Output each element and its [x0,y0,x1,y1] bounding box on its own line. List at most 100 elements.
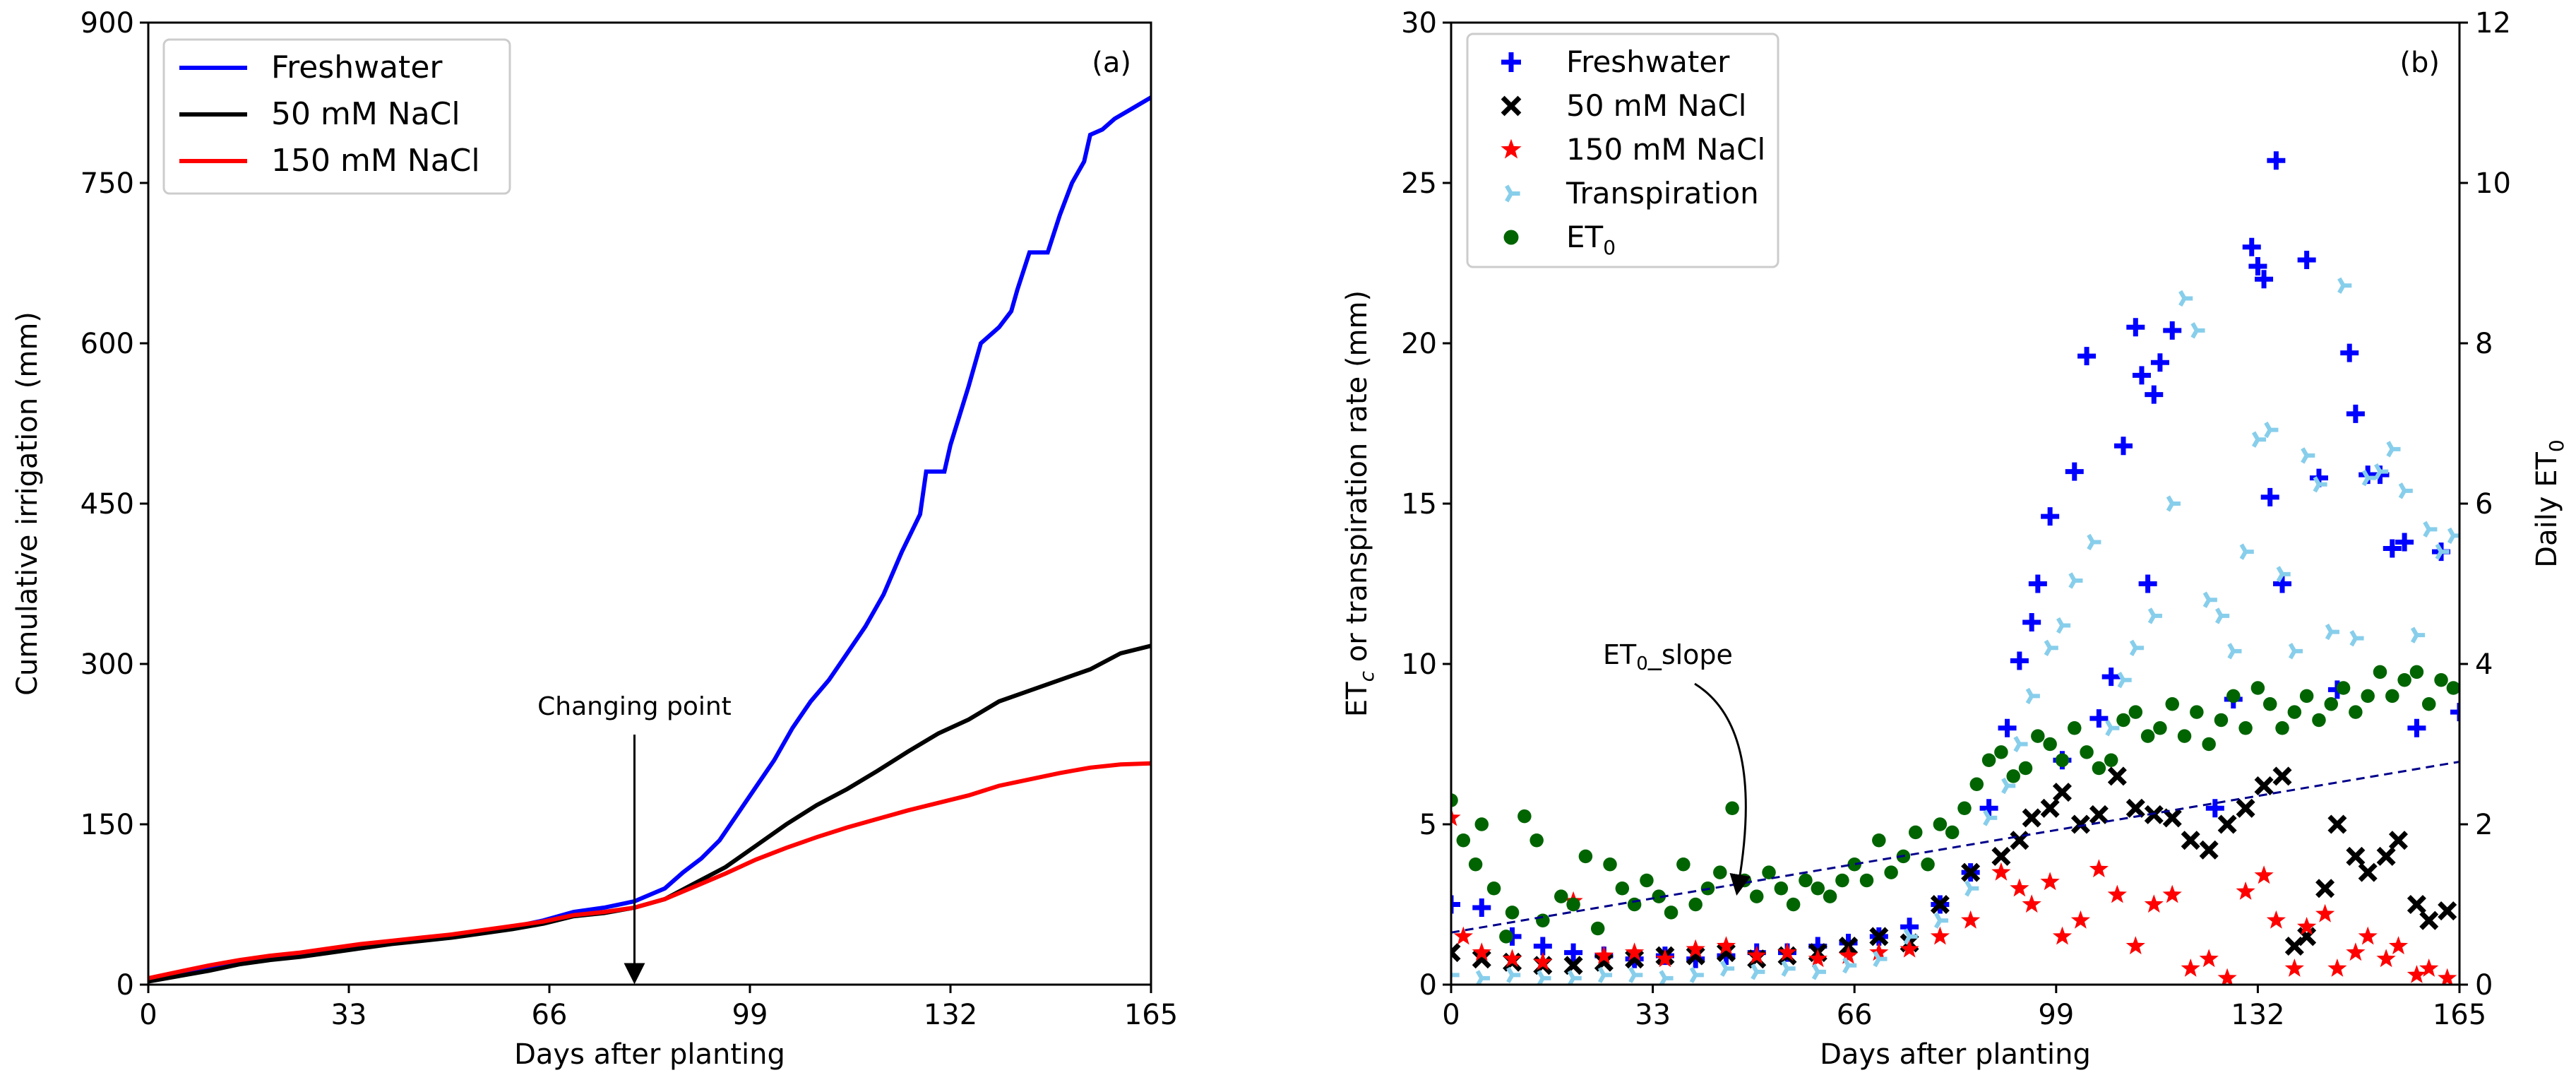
data-point [2117,672,2132,689]
data-point [2276,566,2291,583]
data-point [1930,894,1950,915]
x-tick-label: 33 [331,999,367,1031]
data-point [1502,949,1522,968]
data-point [1472,949,1491,969]
data-point [1625,942,1645,961]
series-line-freshwater [148,95,1152,982]
data-point [2299,689,2314,704]
data-point [2205,799,2224,818]
legend-label: Freshwater [271,49,443,85]
data-point [2438,968,2457,985]
changing-point-label: Changing point [537,692,732,721]
data-point [1908,825,1923,840]
data-point [1884,865,1898,879]
data-point [2116,713,2130,728]
data-point [1554,889,1568,903]
panel-a-chart: 0 33 66 99 132 165 0 150 300 450 600 750 900 Days a… [11,7,1178,1071]
data-point [2248,257,2267,276]
legend-label: 150 mM NaCl [271,143,480,179]
data-point [1799,873,1813,888]
et0-slope-annotation: ET0_slope [1603,639,1751,896]
data-point [2336,681,2351,695]
x-tick-label: 33 [1635,999,1671,1031]
data-point [2297,917,2317,935]
data-point [1749,889,1764,903]
data-point [1781,960,1796,977]
legend-item-50-mm-nacl: 50 mM NaCl [179,96,460,132]
data-point [2089,859,2109,878]
panel-b-marks [1451,151,2459,985]
data-point [1762,865,1776,879]
data-point [2129,639,2145,656]
panel-b-y2-label-main: Daily ET [2531,452,2563,568]
data-point [2267,151,2286,170]
data-point [1964,880,1979,897]
data-point [1451,807,1461,826]
legend-label: 150 mM NaCl [1566,132,1765,167]
data-point [1468,857,1483,872]
legend-item-freshwater: Freshwater [179,49,443,85]
data-point [1900,939,1919,958]
data-point [1869,927,1889,946]
data-point [2262,697,2277,711]
data-point [1873,951,1888,968]
data-point [2312,713,2326,728]
y-tick-label: 900 [80,7,134,40]
data-point [1590,921,1605,936]
data-point [2147,607,2162,624]
x-tick-label: 0 [139,999,157,1031]
data-point [1451,895,1460,914]
panel-a-plot-area [148,95,1152,984]
data-point [2114,437,2133,456]
data-point [2125,936,2145,955]
data-point [2181,959,2200,977]
data-point [1998,718,2017,737]
data-point [2346,942,2366,961]
y2-tick-label: 8 [2475,328,2493,360]
panel-b-y2-label-sub: 0 [2545,439,2568,452]
legend-item-150-mm-nacl: 150 mM NaCl [1501,132,1765,167]
panel-b-plot-area [1451,151,2459,985]
panel-a-label: (a) [1092,47,1131,79]
y2-tick-label: 0 [2475,969,2493,1002]
data-point [2435,543,2450,560]
data-point [2092,761,2106,776]
panel-b-x-axis-label: Days after planting [1820,1038,2091,1071]
data-point [2297,250,2316,269]
data-point [2140,729,2155,743]
data-point [1564,943,1583,962]
data-point [1472,898,1491,918]
panel-a-x-ticks: 0 33 66 99 132 165 [139,985,1178,1031]
data-point [1945,825,1960,840]
series-freshwater [1451,151,2459,968]
y-tick-label: 450 [80,488,134,521]
data-point [2324,697,2339,711]
data-point [2434,672,2448,687]
data-point [2409,665,2424,679]
panel-b-legend: Freshwater 50 mM NaCl 150 mM NaCl Transpira… [1466,32,1779,268]
data-point [2217,968,2237,985]
data-point [2052,926,2073,945]
y2-tick-label: 12 [2475,7,2511,40]
data-point [1933,912,1949,929]
data-point [2068,721,2082,735]
panel-b-y2-axis-label: Daily ET0 [2531,439,2568,567]
legend-item-transpiration: Transpiration [1505,176,1759,210]
data-point [1823,889,1837,903]
data-point [2163,321,2182,340]
data-point [1713,865,1727,879]
data-point [2028,574,2047,593]
data-point [1838,945,1859,964]
x-tick-label: 66 [1837,999,1873,1031]
data-point [2284,959,2304,977]
data-point [2275,721,2289,735]
data-point [1983,809,1998,826]
data-point [1659,970,1674,985]
data-point [2105,720,2120,737]
data-point [1725,801,1739,816]
data-point [2288,643,2303,660]
data-point [1842,957,1857,974]
panel-b-y-label-main: ET [1341,682,1373,717]
data-point [2254,865,2274,884]
